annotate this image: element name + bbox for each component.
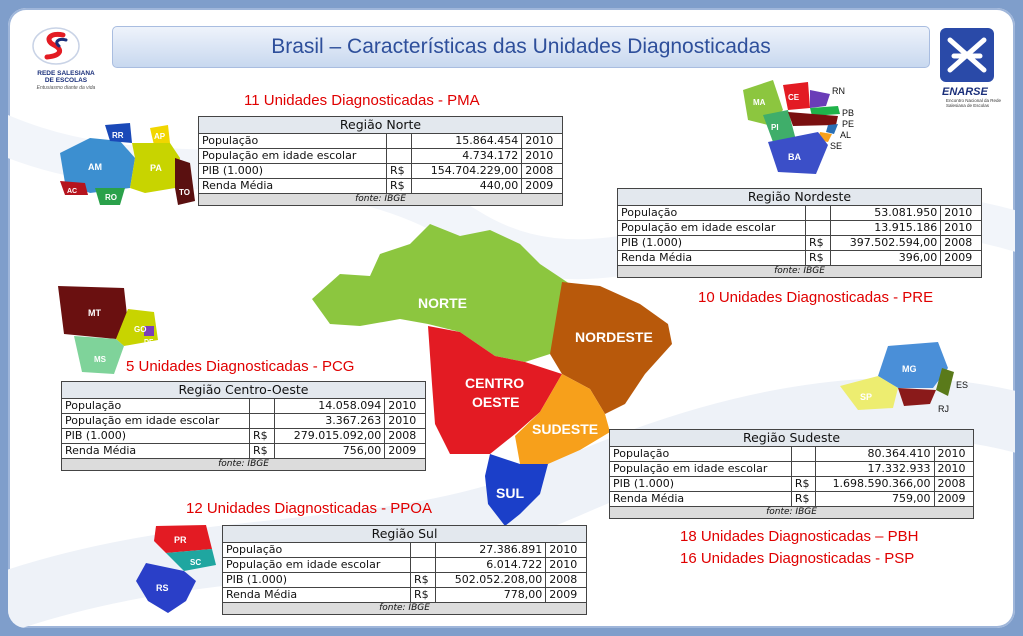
table-row: População 80.364.410 2010 [609,446,975,462]
centro-oeste-table: Região Centro-Oeste População 14.058.094 2… [61,381,426,471]
sul-units-label: 12 Unidades Diagnosticadas - PPOA [186,500,432,517]
sul-state-sc: SC [190,558,201,567]
centro-oeste-state-df: DF [144,339,154,346]
table-row: População em idade escolar 17.332.933 2010 [609,461,975,477]
sudeste-units-label-1: 18 Unidades Diagnosticadas – PBH [680,528,919,545]
logo-name-line1: REDE SALESIANA [37,70,95,77]
table-row: PIB (1.000) R$ 502.052.208,00 2008 [222,572,587,588]
norte-table: Região Norte População 15.864.454 2010 Pop… [198,116,563,206]
centro-oeste-state-ms: MS [94,355,107,364]
brazil-regions-map: NORTE NORDESTE CENTRO OESTE SUDESTE SUL [312,224,672,526]
centro-oeste-units-label: 5 Unidades Diagnosticadas - PCG [126,358,355,375]
table-row: População em idade escolar 13.915.186 2010 [617,220,982,236]
nordeste-state-rn: RN [832,86,845,96]
table-row: Renda Média R$ 440,00 2009 [198,178,563,194]
table-row: PIB (1.000) R$ 279.015.092,00 2008 [61,428,426,444]
sudeste-source: fonte: IBGE [609,506,974,519]
salesian-s-logo-icon [32,27,80,65]
centro-oeste-region-map: MT GO DF MS [58,286,158,374]
brazil-map-label-sudeste: SUDESTE [532,421,598,437]
norte-state-ap: AP [154,132,166,141]
table-row: População em idade escolar 4.734.172 2010 [198,148,563,164]
nordeste-state-pi: PI [771,123,779,132]
norte-region-map: RR AP AM PA AC RO TO [60,123,195,205]
sudeste-region-map: MG ES SP RJ [840,342,968,414]
enarse-logo: ENARSE Encontro Nacional da Rede Salesia… [932,26,1002,108]
enarse-name: ENARSE [942,86,988,98]
norte-table-header: Região Norte [198,116,563,134]
centro-oeste-table-header: Região Centro-Oeste [61,381,426,399]
norte-state-pa: PA [150,163,162,173]
brazil-map-label-nordeste: NORDESTE [575,329,653,345]
logo-tagline: Entusiasmo diante da vida [36,85,96,91]
table-row: Renda Média R$ 759,00 2009 [609,491,975,507]
table-row: Renda Média R$ 756,00 2009 [61,443,426,459]
norte-state-ac: AC [67,188,77,195]
nordeste-state-ce: CE [788,93,800,102]
table-row: Renda Média R$ 778,00 2009 [222,587,587,603]
nordeste-state-ma: MA [753,98,766,107]
brazil-map-label-norte: NORTE [418,295,467,311]
norte-state-am: AM [88,162,102,172]
nordeste-state-pb: PB [842,108,854,118]
sudeste-units-label-2: 16 Unidades Diagnosticadas - PSP [680,550,915,567]
norte-source: fonte: IBGE [198,193,563,206]
nordeste-source: fonte: IBGE [617,265,982,278]
brazil-map-label-centro: CENTRO [465,375,524,391]
sudeste-state-es: ES [956,380,968,390]
enarse-logo-icon [940,28,994,82]
logo-name-line2: DE ESCOLAS [44,77,88,84]
table-row: População em idade escolar 6.014.722 2010 [222,557,587,573]
enarse-subtitle: Encontro Nacional da Rede Salesiana de E… [946,98,1002,108]
centro-oeste-source: fonte: IBGE [61,458,426,471]
nordeste-state-se: SE [830,141,842,151]
nordeste-state-ba: BA [788,152,801,162]
sul-state-pr: PR [174,535,187,545]
nordeste-state-al: AL [840,130,851,140]
table-row: PIB (1.000) R$ 1.698.590.366,00 2008 [609,476,975,492]
nordeste-state-pe: PE [842,119,854,129]
rede-salesiana-logo: REDE SALESIANA DE ESCOLAS Entusiasmo dia… [30,26,102,108]
slide: Brasil – Características das Unidades Di… [8,8,1015,628]
sul-table: Região Sul População 27.386.891 2010 Popul… [222,525,587,615]
sul-state-rs: RS [156,583,169,593]
table-row: PIB (1.000) R$ 154.704.229,00 2008 [198,163,563,179]
table-row: População 14.058.094 2010 [61,398,426,414]
table-row: População 27.386.891 2010 [222,542,587,558]
nordeste-table-header: Região Nordeste [617,188,982,206]
sudeste-state-rj: RJ [938,404,949,414]
centro-oeste-state-go: GO [134,325,146,334]
sul-source: fonte: IBGE [222,602,587,615]
norte-state-ro: RO [105,193,117,202]
nordeste-region-map: MA CE RN PB PI PE AL SE BA [743,80,854,174]
sudeste-state-sp: SP [860,392,872,402]
norte-units-label: 11 Unidades Diagnosticadas - PMA [244,92,480,109]
centro-oeste-state-mt: MT [88,308,101,318]
sudeste-table: Região Sudeste População 80.364.410 2010 P… [609,429,975,519]
table-row: População 15.864.454 2010 [198,133,563,149]
nordeste-units-label: 10 Unidades Diagnosticadas - PRE [698,289,934,306]
norte-state-to: TO [179,188,190,197]
sudeste-state-mg: MG [902,364,917,374]
sudeste-table-header: Região Sudeste [609,429,974,447]
norte-state-rr: RR [112,131,124,140]
brazil-map-label-oeste: OESTE [472,394,519,410]
page-title: Brasil – Características das Unidades Di… [112,26,930,68]
brazil-map-label-sul: SUL [496,485,524,501]
sul-region-map: PR SC RS [136,525,216,613]
nordeste-table: Região Nordeste População 53.081.950 2010 … [617,188,982,278]
sul-table-header: Região Sul [222,525,587,543]
